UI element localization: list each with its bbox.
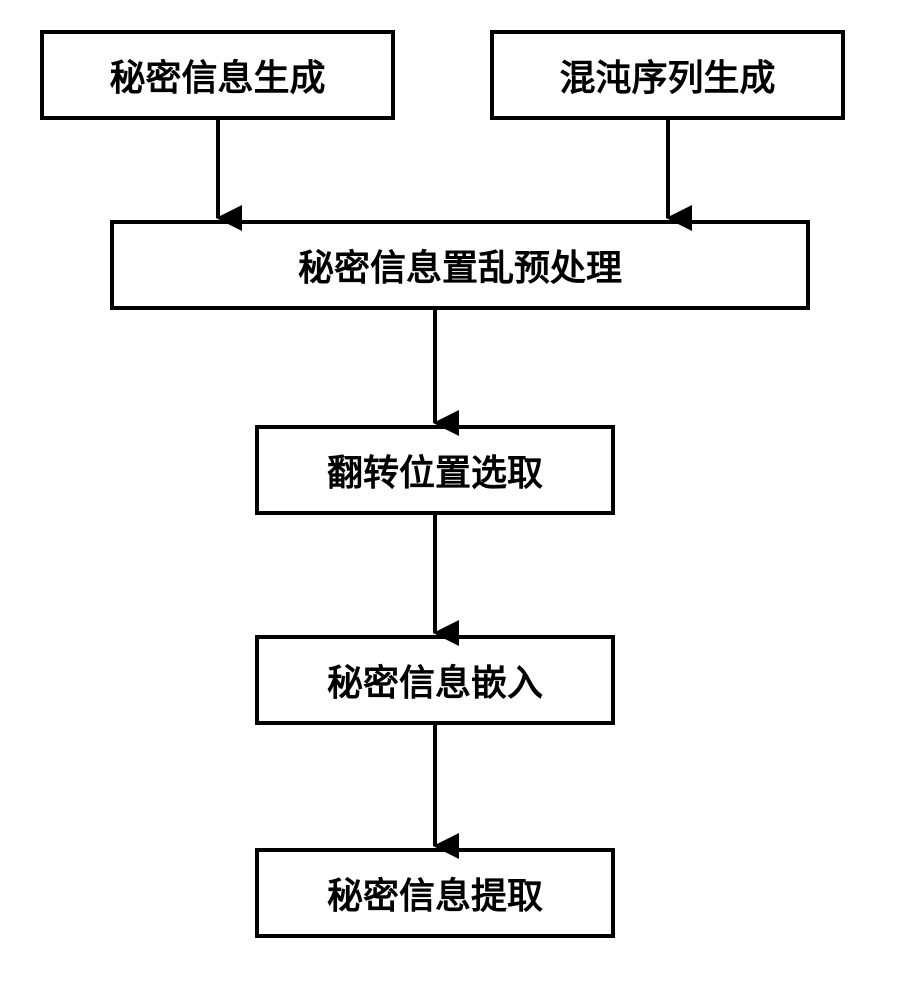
flowchart-node-n2: 混沌序列生成	[490, 30, 845, 120]
flowchart-node-n6: 秘密信息提取	[255, 848, 615, 938]
flowchart-node-n3: 秘密信息置乱预处理	[110, 220, 810, 310]
flowchart-node-n4: 翻转位置选取	[255, 425, 615, 515]
flowchart-node-n1: 秘密信息生成	[40, 30, 395, 120]
flowchart-node-n5: 秘密信息嵌入	[255, 635, 615, 725]
